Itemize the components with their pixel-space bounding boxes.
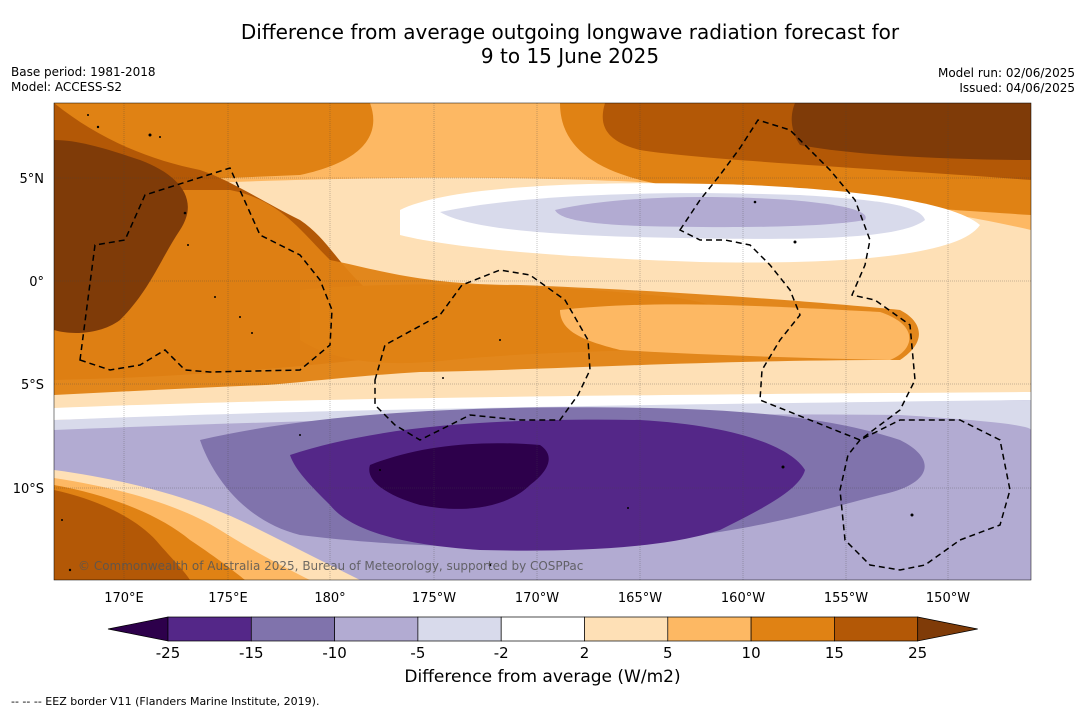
lat-label-5s: 5°S — [21, 378, 44, 393]
colorbar-tick-label: -10 — [322, 644, 347, 662]
islands — [61, 114, 914, 572]
colorbar-tick-label: -15 — [239, 644, 264, 662]
colorbar-tick-label: 2 — [580, 644, 590, 662]
run-info: Model run: 02/06/2025 Issued: 04/06/2025 — [938, 66, 1075, 96]
latitude-labels: 5°N 0° 5°S 10°S — [13, 172, 44, 497]
colorbar-extend-low — [107, 616, 169, 642]
colorbar-tick-label: 10 — [742, 644, 761, 662]
colorbar-segment — [750, 616, 835, 642]
colorbar-tick-label: 15 — [825, 644, 844, 662]
title-line-1: Difference from average outgoing longwav… — [240, 20, 900, 44]
colorbar-tick-label: -5 — [410, 644, 425, 662]
lat-label-5n: 5°N — [20, 172, 45, 187]
colorbar-segment — [250, 616, 335, 642]
colorbar-tick-label: -25 — [156, 644, 181, 662]
lon-label-175w: 175°W — [412, 591, 456, 606]
map-title: Difference from average outgoing longwav… — [0, 20, 1085, 68]
colorbar-segment — [500, 616, 585, 642]
colorbar-segment — [167, 616, 252, 642]
issued-date: Issued: 04/06/2025 — [959, 81, 1075, 95]
colorbar-tick-label: -2 — [494, 644, 509, 662]
eez-borders — [79, 119, 1011, 571]
lon-label-170w: 170°W — [515, 591, 559, 606]
colorbar-tick-label: 25 — [908, 644, 927, 662]
lon-label-160w: 160°W — [721, 591, 765, 606]
colorbar-segment — [417, 616, 502, 642]
colorbar-segment — [834, 616, 919, 642]
lat-label-0: 0° — [29, 275, 44, 290]
colorbar: -25 -15 -10 -5 -2 2 5 10 15 25 — [107, 616, 978, 662]
lon-label-165w: 165°W — [618, 591, 662, 606]
colorbar-segment — [584, 616, 669, 642]
colorbar-tick-label: 5 — [663, 644, 673, 662]
model-run: Model run: 02/06/2025 — [937, 66, 1075, 80]
lat-label-10s: 10°S — [13, 482, 44, 497]
colorbar-segment — [667, 616, 752, 642]
lon-label-170e: 170°E — [104, 591, 144, 606]
lon-label-175e: 175°E — [208, 591, 248, 606]
base-period: Base period: 1981-2018 — [11, 65, 156, 79]
lon-label-180: 180° — [314, 591, 345, 606]
colorbar-extend-high — [917, 616, 978, 642]
anomaly-field — [54, 103, 1031, 580]
lon-label-150w: 150°W — [926, 591, 970, 606]
title-line-2: 9 to 15 June 2025 — [480, 44, 660, 68]
model-name: Model: ACCESS-S2 — [11, 80, 123, 94]
lon-label-155w: 155°W — [824, 591, 868, 606]
model-info: Base period: 1981-2018 Model: ACCESS-S2 — [11, 65, 156, 95]
eez-legend: -- -- -- EEZ border V11 (Flanders Marine… — [11, 695, 320, 708]
longitude-labels: 170°E 175°E 180° 175°W 170°W 165°W 160°W… — [104, 591, 970, 606]
colorbar-title: Difference from average (W/m2) — [404, 667, 681, 687]
colorbar-segment — [334, 616, 419, 642]
copyright-notice: © Commonwealth of Australia 2025, Bureau… — [78, 559, 583, 573]
